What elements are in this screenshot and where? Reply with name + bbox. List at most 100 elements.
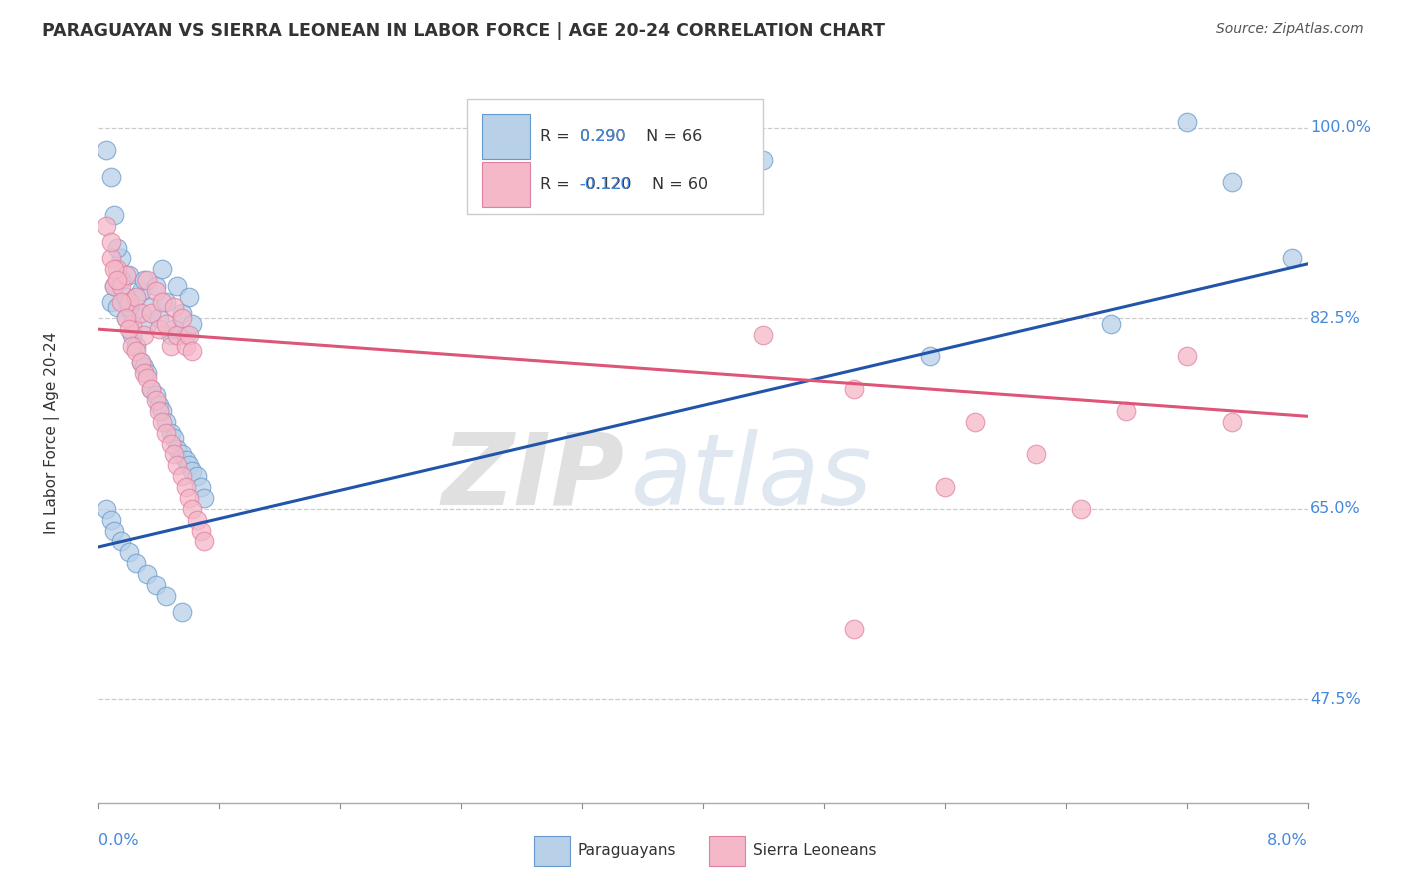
Text: 100.0%: 100.0% [1310, 120, 1371, 136]
Point [141, 306, 163, 320]
Point [135, 567, 157, 582]
Point [121, 338, 143, 352]
Point [125, 343, 148, 358]
Point [121, 306, 143, 320]
Point [174, 453, 197, 467]
Point [160, 338, 183, 352]
Point [155, 317, 177, 331]
FancyBboxPatch shape [709, 836, 745, 866]
FancyBboxPatch shape [467, 99, 763, 214]
Text: 8.0%: 8.0% [1267, 833, 1308, 848]
Point [132, 273, 155, 287]
Point [141, 301, 163, 315]
Point [132, 360, 155, 375]
Point [163, 431, 186, 445]
Point [148, 404, 170, 418]
Point [179, 289, 201, 303]
Point [118, 295, 141, 310]
Point [129, 284, 152, 298]
Point [181, 464, 204, 478]
Point [105, 301, 128, 315]
Point [181, 501, 204, 516]
Point [114, 311, 136, 326]
Point [1220, 415, 1243, 429]
Point [129, 306, 152, 320]
Point [1220, 175, 1243, 189]
Point [110, 295, 132, 310]
Point [132, 327, 155, 342]
Point [193, 491, 215, 505]
Point [150, 295, 173, 310]
Point [148, 311, 170, 326]
FancyBboxPatch shape [482, 114, 530, 159]
Point [148, 322, 170, 336]
Point [752, 153, 775, 168]
Point [103, 524, 125, 538]
Point [105, 241, 128, 255]
Point [155, 295, 177, 310]
Point [163, 301, 186, 315]
Point [918, 350, 941, 364]
Point [110, 273, 132, 287]
Point [166, 442, 188, 456]
Text: PARAGUAYAN VS SIERRA LEONEAN IN LABOR FORCE | AGE 20-24 CORRELATION CHART: PARAGUAYAN VS SIERRA LEONEAN IN LABOR FO… [42, 22, 886, 40]
Text: ZIP: ZIP [441, 428, 624, 525]
Point [100, 513, 122, 527]
Point [186, 513, 208, 527]
Point [166, 278, 188, 293]
Point [965, 415, 987, 429]
Point [752, 327, 775, 342]
Text: R =  0.290    N = 66: R = 0.290 N = 66 [540, 129, 702, 144]
Text: Paraguayans: Paraguayans [578, 844, 676, 858]
Point [170, 469, 193, 483]
Point [114, 268, 136, 282]
Point [118, 301, 141, 315]
Point [934, 480, 956, 494]
Point [94, 501, 117, 516]
Text: 47.5%: 47.5% [1310, 692, 1361, 706]
Text: 0.0%: 0.0% [98, 833, 139, 848]
Point [1025, 447, 1047, 461]
Point [105, 262, 128, 277]
Point [135, 371, 157, 385]
Point [110, 252, 132, 266]
Point [125, 338, 148, 352]
Point [110, 278, 132, 293]
Point [170, 306, 193, 320]
Text: Source: ZipAtlas.com: Source: ZipAtlas.com [1216, 22, 1364, 37]
Point [125, 556, 148, 570]
Point [100, 295, 122, 310]
Point [1099, 317, 1122, 331]
Text: atlas: atlas [630, 428, 872, 525]
Point [100, 252, 122, 266]
Point [844, 382, 866, 396]
Point [1175, 350, 1198, 364]
Point [1070, 501, 1092, 516]
Point [150, 262, 173, 277]
Point [186, 469, 208, 483]
Point [121, 327, 143, 342]
Text: 0.290: 0.290 [579, 129, 626, 144]
Point [148, 398, 170, 412]
Point [170, 447, 193, 461]
Point [103, 208, 125, 222]
Text: -0.120: -0.120 [579, 178, 631, 192]
FancyBboxPatch shape [534, 836, 569, 866]
Point [132, 366, 155, 380]
Point [114, 311, 136, 326]
Point [114, 289, 136, 303]
Point [125, 289, 148, 303]
Point [150, 415, 173, 429]
Point [190, 524, 212, 538]
Text: 65.0%: 65.0% [1310, 501, 1361, 516]
Point [150, 404, 173, 418]
Point [105, 273, 128, 287]
Point [145, 278, 167, 293]
Point [103, 278, 125, 293]
Point [125, 289, 148, 303]
Point [179, 491, 201, 505]
Point [145, 284, 167, 298]
Text: R =  -0.120    N = 60: R = -0.120 N = 60 [540, 178, 707, 192]
Point [141, 382, 163, 396]
Point [170, 605, 193, 619]
